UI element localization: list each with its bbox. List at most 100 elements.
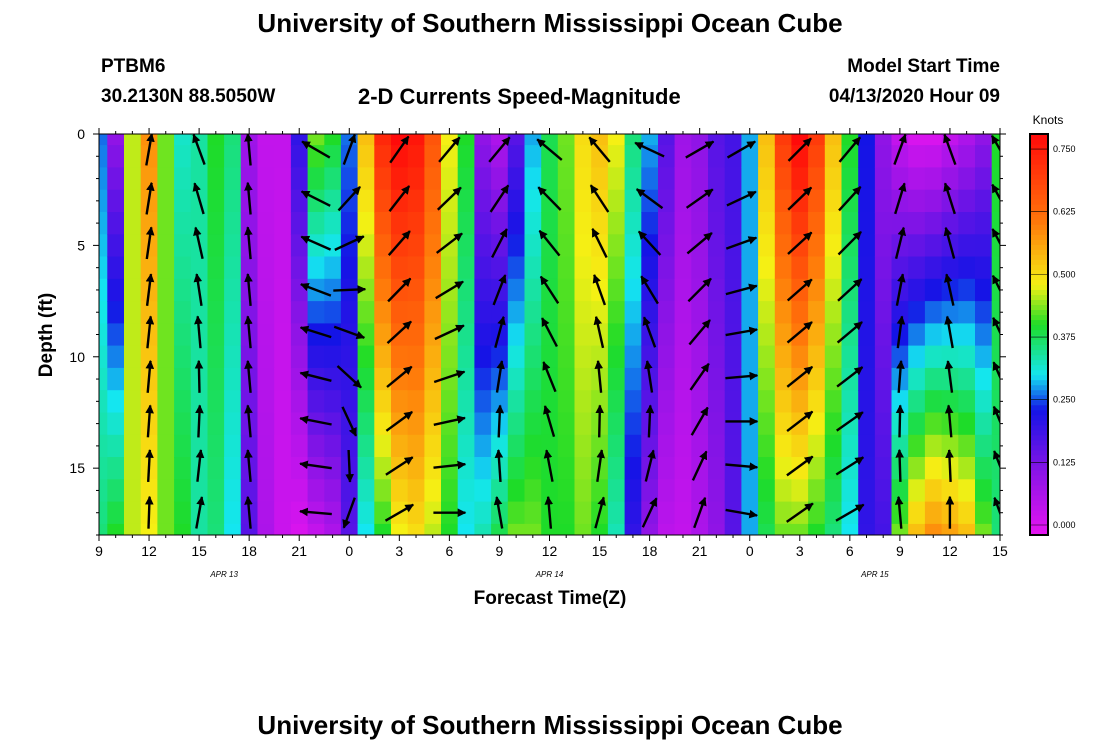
heatmap-cell — [524, 189, 542, 213]
heatmap-cell — [391, 134, 409, 146]
heatmap-cell — [507, 323, 526, 347]
heatmap-cell — [207, 367, 225, 391]
heatmap-cell — [307, 434, 325, 458]
heatmap-cell — [858, 234, 876, 258]
current-vector — [299, 370, 332, 382]
heatmap-cell — [99, 501, 108, 525]
heatmap-cell — [124, 323, 142, 347]
heatmap-cell — [324, 479, 342, 503]
current-vector — [594, 496, 606, 529]
heatmap-cell — [307, 234, 325, 258]
heatmap-cell — [107, 278, 125, 302]
heatmap-cell — [758, 234, 776, 258]
heatmap-cell — [624, 167, 642, 191]
x-tick-label: 3 — [395, 543, 403, 559]
heatmap-cell — [641, 212, 659, 235]
heatmap-cell — [691, 367, 709, 391]
heatmap-cell — [624, 345, 642, 369]
heatmap-cell — [274, 501, 292, 525]
heatmap-cell — [340, 390, 359, 414]
heatmap-cell — [257, 167, 275, 191]
heatmap-cell — [224, 256, 242, 280]
heatmap-cell — [391, 345, 409, 369]
heatmap-cell — [924, 278, 943, 302]
current-vector — [538, 229, 561, 257]
heatmap-cell — [307, 412, 325, 436]
heatmap-cell — [474, 301, 492, 324]
heatmap-cell — [224, 189, 242, 213]
current-vector — [688, 319, 711, 346]
heatmap-cell — [374, 189, 392, 213]
heatmap-cell — [908, 367, 926, 391]
heatmap-cell — [174, 434, 192, 458]
heatmap-cell — [874, 189, 893, 213]
heatmap-cell — [841, 301, 859, 324]
current-vector — [387, 277, 412, 303]
current-vector — [786, 321, 813, 344]
heatmap-cell — [99, 434, 108, 458]
heatmap-cell — [457, 457, 475, 480]
heatmap-cell — [474, 479, 492, 503]
heatmap-cell — [724, 457, 742, 480]
heatmap-cell — [290, 256, 309, 280]
heatmap-cell — [541, 145, 559, 168]
plot-title: 2-D Currents Speed-Magnitude — [358, 84, 681, 109]
current-vector — [341, 406, 358, 437]
page-title: University of Southern Mississippi Ocean… — [257, 8, 843, 38]
heatmap-cell — [190, 256, 209, 280]
colorbar-swatch — [1030, 469, 1048, 476]
heatmap-cell — [641, 301, 659, 324]
heatmap-cell — [491, 189, 509, 213]
heatmap-cell — [391, 167, 409, 191]
heatmap-cell — [958, 189, 976, 213]
heatmap-cell — [791, 256, 809, 280]
heatmap-cell — [257, 434, 275, 458]
heatmap-cell — [991, 367, 1000, 391]
heatmap-cell — [874, 501, 893, 525]
current-vector — [637, 230, 662, 256]
heatmap-cell — [541, 434, 559, 458]
heatmap-cell — [157, 234, 175, 258]
heatmap-cell — [524, 234, 542, 258]
colorbar-swatch — [1030, 184, 1048, 190]
heatmap-cell — [724, 278, 742, 302]
colorbar-swatch — [1030, 364, 1048, 371]
heatmap-cell — [991, 256, 1000, 280]
heatmap-cell — [741, 390, 759, 414]
heatmap-cell — [157, 367, 175, 391]
colorbar-swatch — [1030, 434, 1048, 441]
current-vector — [593, 315, 605, 349]
current-vector — [299, 415, 332, 426]
colorbar-swatch — [1030, 314, 1048, 321]
heatmap-cell — [908, 434, 926, 458]
heatmap-cell — [908, 345, 926, 369]
heatmap-cell — [708, 145, 726, 168]
colorbar-swatch — [1030, 319, 1048, 326]
heatmap-cell — [257, 367, 275, 391]
heatmap-cell — [157, 345, 175, 369]
heatmap-cell — [357, 345, 375, 369]
heatmap-cell — [307, 323, 325, 347]
current-vector — [536, 138, 563, 161]
heatmap-cell — [357, 301, 375, 324]
colorbar-swatch — [1030, 444, 1048, 451]
heatmap-cell — [374, 345, 392, 369]
heatmap-cell — [140, 167, 158, 191]
colorbar-swatch — [1030, 414, 1048, 421]
heatmap-cell — [741, 457, 759, 480]
heatmap-cell — [541, 523, 559, 535]
heatmap-cell — [207, 212, 225, 235]
heatmap-cell — [290, 390, 309, 414]
heatmap-cell — [274, 323, 292, 347]
heatmap-cell — [157, 501, 175, 525]
heatmap-cell — [224, 234, 242, 258]
x-tick-label: 15 — [992, 543, 1008, 559]
heatmap-cell — [407, 479, 425, 503]
heatmap-cell — [524, 412, 542, 436]
heatmap-cell — [874, 479, 893, 503]
colorbar-tick-label: 0.000 — [1053, 520, 1076, 530]
heatmap-cell — [574, 434, 592, 458]
heatmap-cell — [340, 167, 359, 191]
current-vector — [894, 182, 907, 215]
colorbar-swatch — [1030, 299, 1048, 306]
